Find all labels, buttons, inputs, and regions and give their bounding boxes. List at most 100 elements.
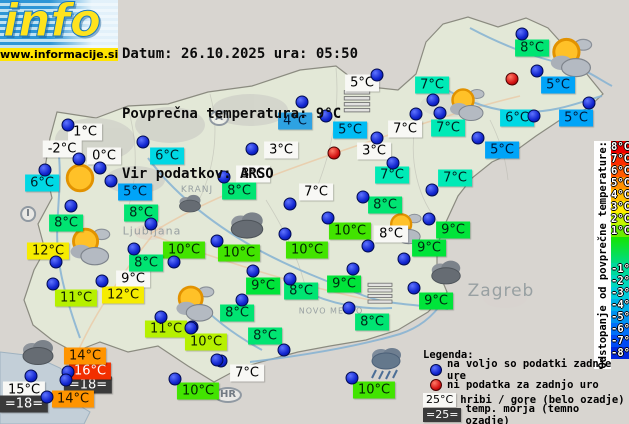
station-dot-blue xyxy=(72,152,86,166)
station-dot-blue xyxy=(471,131,485,145)
scale-title-strip: Odstopanje od povprečne temperature: xyxy=(594,141,611,369)
rain-icon xyxy=(366,343,406,383)
place-label-ljubljana: Ljubljana xyxy=(122,224,182,238)
temp-label: 8°C xyxy=(124,204,158,222)
sun-cloud-icon xyxy=(66,224,112,270)
station-dot-blue xyxy=(95,274,109,288)
station-dot-blue xyxy=(530,64,544,78)
mountain-temp-sample-box: 25°C xyxy=(423,392,457,407)
legend-row: =25= temp. morja (temno ozadje) xyxy=(423,403,629,424)
scale-cell: -2°C xyxy=(611,275,629,287)
temp-label: 8°C xyxy=(515,39,549,57)
station-dot-blue xyxy=(407,281,421,295)
blue-dot-icon xyxy=(430,363,442,376)
map-legend: Legenda: na voljo so podatki zadnje ure n… xyxy=(423,348,629,424)
country-marker-i: I xyxy=(20,206,36,222)
temp-label: 5°C xyxy=(559,109,593,127)
legend-item-text: temp. morja (temno ozadje) xyxy=(465,402,580,424)
station-dot-blue xyxy=(319,109,333,123)
station-dot-blue xyxy=(38,163,52,177)
fog-icon xyxy=(364,276,396,308)
legend-title: Legenda: xyxy=(423,349,474,361)
station-dot-blue xyxy=(61,118,75,132)
logo-brand-text: info xyxy=(3,0,102,48)
station-dot-blue xyxy=(422,212,436,226)
station-dot-blue xyxy=(64,199,78,213)
scale-cell: -8°C xyxy=(611,347,629,359)
station-dot-blue xyxy=(345,371,359,385)
scale-cell: -6°C xyxy=(611,323,629,335)
station-dot-blue xyxy=(245,142,259,156)
header-source-line: Vir podatkov: ARSO xyxy=(122,166,274,182)
place-label-kranj: KRANJ xyxy=(180,185,214,195)
temp-label: 3°C xyxy=(236,165,270,183)
legend-row: 25°C hribi / gore (belo ozadje) xyxy=(423,392,629,407)
scale-cell: -7°C xyxy=(611,335,629,347)
station-dot-blue xyxy=(283,272,297,286)
temp-label: 11°C xyxy=(54,289,98,307)
temp-label: 9°C xyxy=(116,270,150,288)
temp-label: 10°C xyxy=(176,382,220,400)
station-dot-blue xyxy=(321,211,335,225)
station-dot-blue xyxy=(527,109,541,123)
station-dot-blue xyxy=(370,68,384,82)
temp-label: 6°C xyxy=(25,174,59,192)
temp-label: 9°C xyxy=(419,292,453,310)
station-dot-blue xyxy=(295,95,309,109)
station-dot-blue xyxy=(356,190,370,204)
legend-item-text: ni podatka za zadnjo uro xyxy=(447,378,599,391)
temp-label: 10°C xyxy=(162,241,206,259)
temp-label: 7°C xyxy=(438,169,472,187)
temp-label: 5°C xyxy=(345,74,379,92)
station-dot-blue xyxy=(49,255,63,269)
temp-label: 8°C xyxy=(129,254,163,272)
temp-label: 8°C xyxy=(49,214,83,232)
station-dot-blue xyxy=(168,372,182,386)
sea-temp-sample-box: =25= xyxy=(423,407,462,422)
temp-label: 3°C xyxy=(357,142,391,160)
station-dot-blue xyxy=(127,242,141,256)
scale-cell: 3°C xyxy=(611,201,629,213)
cloud-icon xyxy=(176,190,204,218)
temp-label: 7°C xyxy=(431,119,465,137)
legend-row: na voljo so podatki zadnje ure xyxy=(423,358,629,382)
station-dot-blue xyxy=(136,135,150,149)
temp-label: 10°C xyxy=(328,222,372,240)
station-dot-blue xyxy=(283,197,297,211)
temp-label: 7°C xyxy=(415,76,449,94)
temp-label: -2°C xyxy=(42,140,82,158)
header-avg-line: Povprečna temperatura: 9°C xyxy=(122,106,342,122)
legend-row: ni podatka za zadnjo uro xyxy=(423,377,629,392)
temp-label: 10°C xyxy=(285,241,329,259)
temp-label: 7°C xyxy=(230,364,264,382)
temp-label: =18= xyxy=(0,395,49,413)
station-dot-blue xyxy=(235,293,249,307)
station-dot-blue xyxy=(515,27,529,41)
station-dot-blue xyxy=(425,183,439,197)
site-logo[interactable]: info www.informacije.si xyxy=(0,0,118,61)
legend-item-text: hribi / gore (belo ozadje) xyxy=(460,393,625,406)
logo-site-url[interactable]: www.informacije.si xyxy=(0,48,119,61)
cloud-icon xyxy=(18,333,58,373)
station-dot-blue xyxy=(167,255,181,269)
temp-label: 14°C xyxy=(63,347,107,365)
station-dot-blue xyxy=(409,107,423,121)
station-dot-blue xyxy=(59,373,73,387)
temp-label: 9°C xyxy=(327,275,361,293)
temp-label: 8°C xyxy=(374,225,408,243)
red-dot-icon xyxy=(430,378,442,391)
temp-label: 7°C xyxy=(388,120,422,138)
temp-label: 9°C xyxy=(436,221,470,239)
temp-label: 11°C xyxy=(144,320,188,338)
legend-items: na voljo so podatki zadnje ure ni podatka… xyxy=(423,358,629,424)
scale-cell: -4°C xyxy=(611,299,629,311)
temp-label: 12°C xyxy=(26,242,70,260)
temp-label: 1°C xyxy=(68,123,102,141)
temp-label: 6°C xyxy=(150,147,184,165)
map-header: Datum: 26.10.2025 ura: 05:50 Povprečna t… xyxy=(122,4,358,224)
station-dot-blue xyxy=(278,227,292,241)
scale-title: Odstopanje od povprečne temperature: xyxy=(596,141,609,369)
fog-icon xyxy=(340,83,374,117)
